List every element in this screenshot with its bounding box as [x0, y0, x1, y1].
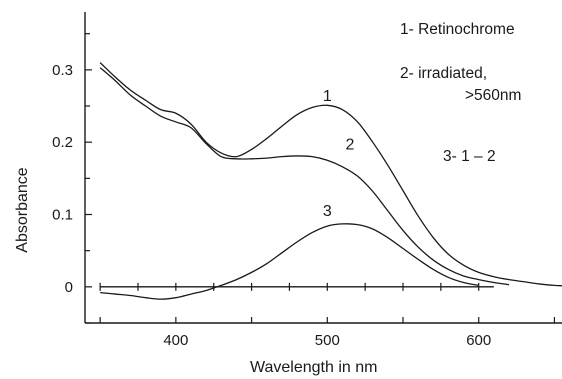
labels: 1 2 3 [323, 88, 355, 220]
legend-entry-1: 1- Retinochrome [400, 21, 515, 38]
y-tick-label: 0.1 [52, 207, 73, 224]
x-tick-label: 500 [315, 332, 340, 349]
series-2-label: 2 [346, 136, 355, 153]
y-tick-label: 0 [65, 279, 73, 296]
series-2-line [99, 67, 510, 286]
axes: 0 0.1 0.2 0.3 400 500 600 [52, 12, 562, 349]
y-tick-label: 0.2 [52, 134, 73, 151]
series-1-label: 1 [323, 88, 332, 105]
legend-entry-2: 2- irradiated, [400, 65, 487, 82]
x-axis-label: Wavelength in nm [250, 359, 377, 376]
curves [99, 62, 562, 300]
legend-entry-4: 3- 1 – 2 [443, 148, 496, 165]
series-3-line [100, 223, 479, 300]
legend-entry-3: >560nm [465, 87, 521, 104]
series-3-label: 3 [323, 203, 332, 220]
x-tick-label: 600 [466, 332, 491, 349]
y-axis-label: Absorbance [14, 167, 31, 252]
x-tick-label: 400 [163, 332, 188, 349]
y-tick-label: 0.3 [52, 62, 73, 79]
series-1-line [99, 62, 562, 287]
